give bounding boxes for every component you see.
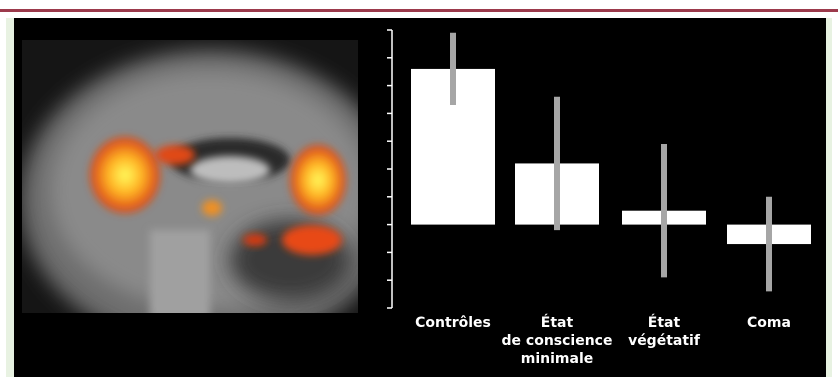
x-tick-label: Coma [704, 314, 834, 332]
brain-image [20, 40, 400, 350]
page: ContrôlesÉtat de conscience minimaleÉtat… [0, 0, 838, 377]
top-rule [0, 9, 838, 12]
